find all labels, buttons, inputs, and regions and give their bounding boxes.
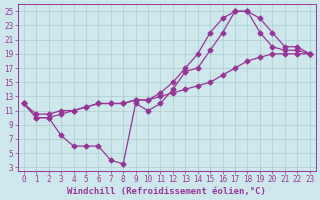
X-axis label: Windchill (Refroidissement éolien,°C): Windchill (Refroidissement éolien,°C) <box>67 187 266 196</box>
